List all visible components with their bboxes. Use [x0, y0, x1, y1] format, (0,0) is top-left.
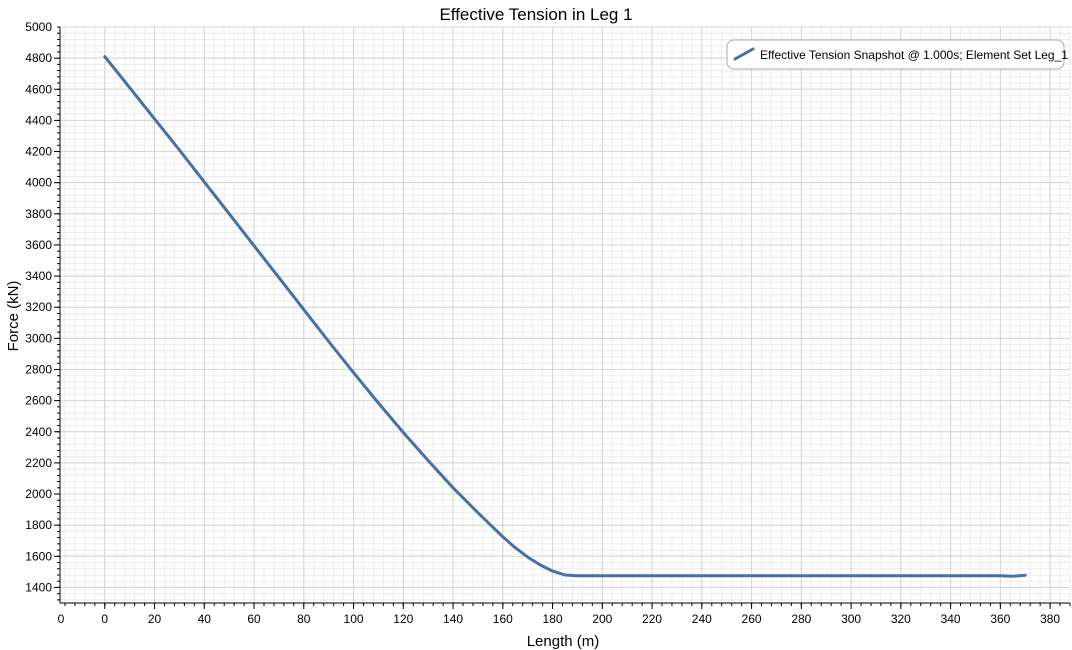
x-tick-label: 80	[297, 612, 311, 626]
x-tick-label: 220	[642, 612, 662, 626]
x-tick-label: 60	[247, 612, 261, 626]
chart-title: Effective Tension in Leg 1	[439, 5, 632, 24]
series-line-0	[103, 55, 1027, 578]
y-tick-label: 4600	[25, 82, 52, 96]
x-tick-label: 160	[493, 612, 513, 626]
y-tick-label: 3800	[25, 207, 52, 221]
x-tick-label: 260	[742, 612, 762, 626]
x-tick-label-edge: 0	[58, 612, 65, 626]
y-tick-label: 3600	[25, 238, 52, 252]
x-tick-label: 280	[791, 612, 811, 626]
y-tick-label: 3400	[25, 269, 52, 283]
series-layer	[103, 55, 1027, 578]
legend: Effective Tension Snapshot @ 1.000s; Ele…	[726, 39, 1068, 70]
y-axis-ticks: 1400 1600 1800 2000 2200 2400 2600 2800 3000 3200…	[25, 20, 60, 601]
x-tick-label: 360	[990, 612, 1010, 626]
legend-swatch	[733, 47, 755, 61]
x-tick-label: 100	[344, 612, 364, 626]
legend-entry-label: Effective Tension Snapshot @ 1.000s; Ele…	[760, 48, 1068, 62]
y-tick-label: 3000	[25, 331, 52, 345]
y-axis-title: Force (kN)	[5, 281, 22, 352]
x-tick-label: 0	[101, 612, 108, 626]
y-tick-label: 2000	[25, 487, 52, 501]
x-tick-label: 340	[941, 612, 961, 626]
y-tick-label: 1600	[25, 549, 52, 563]
x-tick-label: 320	[891, 612, 911, 626]
y-tick-label-edge: 5000	[25, 20, 52, 34]
plot-area	[60, 27, 1070, 603]
y-tick-label: 4400	[25, 113, 52, 127]
y-tick-label: 4000	[25, 176, 52, 190]
y-tick-label: 4200	[25, 145, 52, 159]
y-tick-label: 1400	[25, 580, 52, 594]
major-grid	[60, 26, 1070, 603]
y-tick-label: 2800	[25, 362, 52, 376]
x-axis-title: Length (m)	[527, 633, 600, 650]
y-tick-label: 2400	[25, 425, 52, 439]
y-tick-label: 4800	[25, 51, 52, 65]
x-tick-label: 380	[1040, 612, 1060, 626]
x-tick-label: 120	[393, 612, 413, 626]
x-tick-label: 300	[841, 612, 861, 626]
x-axis-ticks: 0 20 40 60 80 100 120 140 160 180 200 220 240 260 280 3…	[58, 603, 1071, 626]
x-tick-label: 200	[592, 612, 612, 626]
legend-box	[726, 39, 1065, 70]
y-tick-label: 3200	[25, 300, 52, 314]
y-tick-label: 2200	[25, 456, 52, 470]
y-tick-label: 1800	[25, 518, 52, 532]
x-tick-label: 180	[543, 612, 563, 626]
x-tick-label: 20	[148, 612, 162, 626]
axes	[59, 27, 1070, 604]
x-tick-label: 140	[443, 612, 463, 626]
y-tick-label: 2600	[25, 394, 52, 408]
minor-grid	[60, 26, 1071, 603]
x-tick-label: 40	[198, 612, 212, 626]
x-tick-label: 240	[692, 612, 712, 626]
